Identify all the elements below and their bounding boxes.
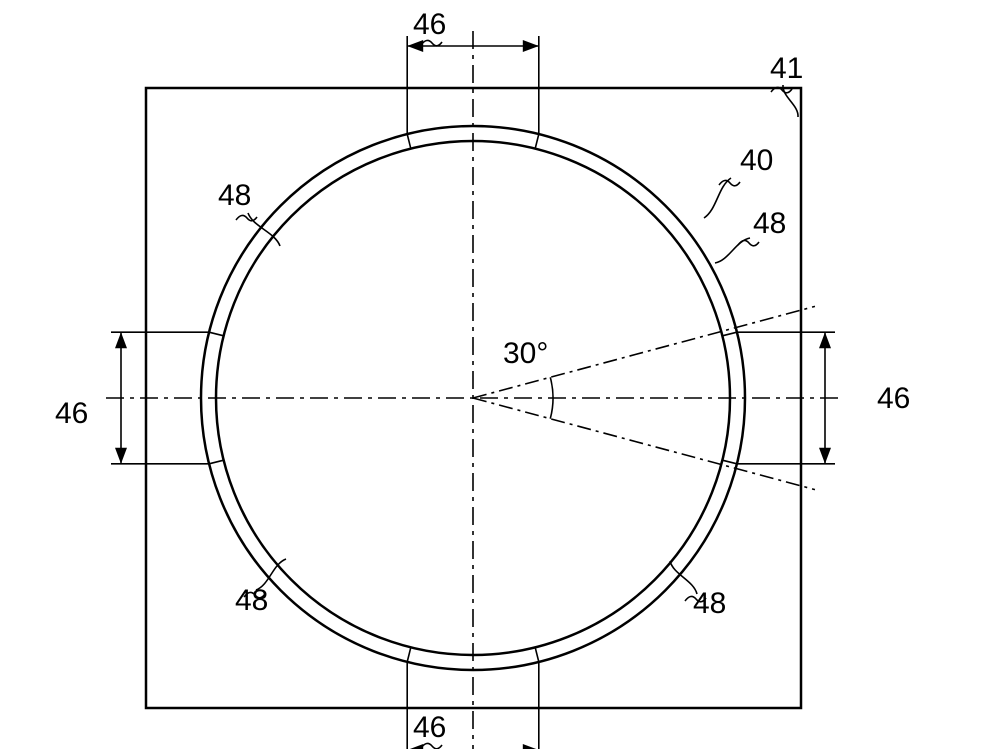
label-arc_lower_right: 48 <box>693 587 726 620</box>
angle-ray <box>473 398 815 490</box>
annulus-separator <box>407 134 411 149</box>
annulus-separator <box>722 332 737 336</box>
annulus-separator <box>535 134 539 149</box>
annulus-separator <box>722 460 737 464</box>
label-arc_upper_left: 48 <box>218 179 251 212</box>
label-dim_right: 46 <box>877 382 910 415</box>
label-arc_upper_right: 48 <box>753 207 786 240</box>
label-arc_lower_left: 48 <box>235 584 268 617</box>
label-square: 41 <box>770 52 803 85</box>
label-angle: 30° <box>503 337 548 370</box>
label-circle: 40 <box>740 144 773 177</box>
annulus-separator <box>535 647 539 662</box>
label-dim_top: 46 <box>413 8 446 41</box>
annulus-separator <box>407 647 411 662</box>
annulus-separator <box>209 332 224 336</box>
label-dim_bottom: 46 <box>413 711 446 744</box>
annulus-separator <box>209 460 224 464</box>
label-dim_left: 46 <box>55 397 88 430</box>
